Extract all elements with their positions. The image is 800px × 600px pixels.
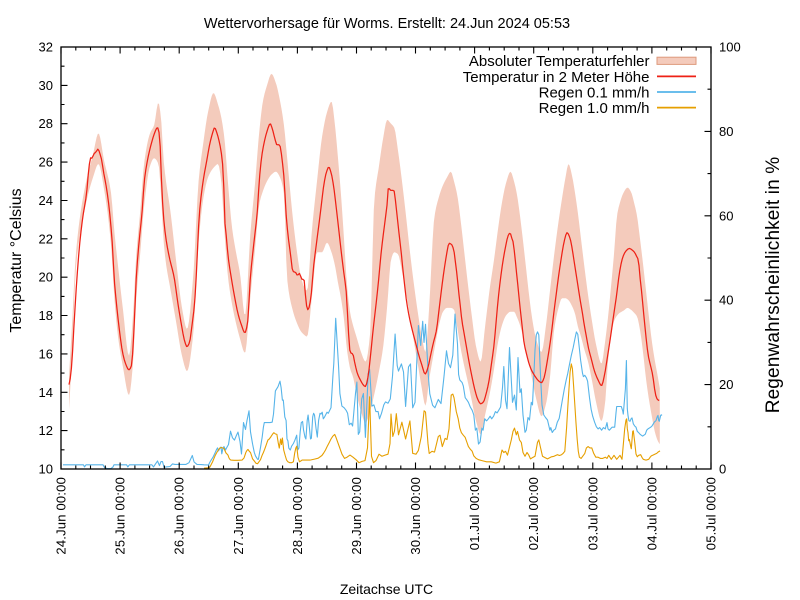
svg-text:20: 20 (719, 377, 733, 392)
svg-text:30: 30 (39, 78, 53, 93)
svg-text:0: 0 (719, 462, 726, 477)
svg-text:100: 100 (719, 40, 741, 55)
svg-text:04.Jul 00:00: 04.Jul 00:00 (644, 477, 659, 550)
svg-text:40: 40 (719, 293, 733, 308)
svg-text:25.Jun 00:00: 25.Jun 00:00 (113, 477, 128, 555)
svg-text:Absoluter Temperaturfehler: Absoluter Temperaturfehler (469, 53, 650, 70)
svg-text:29.Jun 00:00: 29.Jun 00:00 (349, 477, 364, 555)
svg-text:24.Jun 00:00: 24.Jun 00:00 (54, 477, 69, 555)
svg-text:18: 18 (39, 308, 53, 323)
svg-text:30.Jun 00:00: 30.Jun 00:00 (408, 477, 423, 555)
svg-text:28.Jun 00:00: 28.Jun 00:00 (290, 477, 305, 555)
svg-text:26: 26 (39, 155, 53, 170)
svg-text:10: 10 (39, 462, 53, 477)
svg-text:12: 12 (39, 423, 53, 438)
svg-text:Temperatur °Celsius: Temperatur °Celsius (8, 188, 25, 332)
svg-text:Regen 1.0 mm/h: Regen 1.0 mm/h (539, 100, 650, 117)
svg-text:Regenwahrscheinlichkeit in %: Regenwahrscheinlichkeit in % (763, 157, 784, 414)
svg-text:80: 80 (719, 124, 733, 139)
svg-text:Wettervorhersage für Worms. Er: Wettervorhersage für Worms. Erstellt: 24… (204, 16, 570, 32)
svg-text:20: 20 (39, 270, 53, 285)
svg-text:24: 24 (39, 193, 53, 208)
svg-text:02.Jul 00:00: 02.Jul 00:00 (526, 477, 541, 550)
svg-text:16: 16 (39, 346, 53, 361)
svg-text:22: 22 (39, 231, 53, 246)
svg-text:Regen 0.1 mm/h: Regen 0.1 mm/h (539, 84, 650, 101)
svg-text:32: 32 (39, 40, 53, 55)
svg-text:03.Jul 00:00: 03.Jul 00:00 (585, 477, 600, 550)
svg-text:14: 14 (39, 385, 53, 400)
svg-text:26.Jun 00:00: 26.Jun 00:00 (172, 477, 187, 555)
svg-text:28: 28 (39, 116, 53, 131)
svg-text:05.Jul 00:00: 05.Jul 00:00 (704, 477, 719, 550)
svg-text:Zeitachse UTC: Zeitachse UTC (340, 581, 433, 597)
svg-text:27.Jun 00:00: 27.Jun 00:00 (231, 477, 246, 555)
svg-text:Temperatur in 2 Meter Höhe: Temperatur in 2 Meter Höhe (463, 69, 650, 86)
svg-text:60: 60 (719, 208, 733, 223)
svg-text:01.Jul 00:00: 01.Jul 00:00 (467, 477, 482, 550)
